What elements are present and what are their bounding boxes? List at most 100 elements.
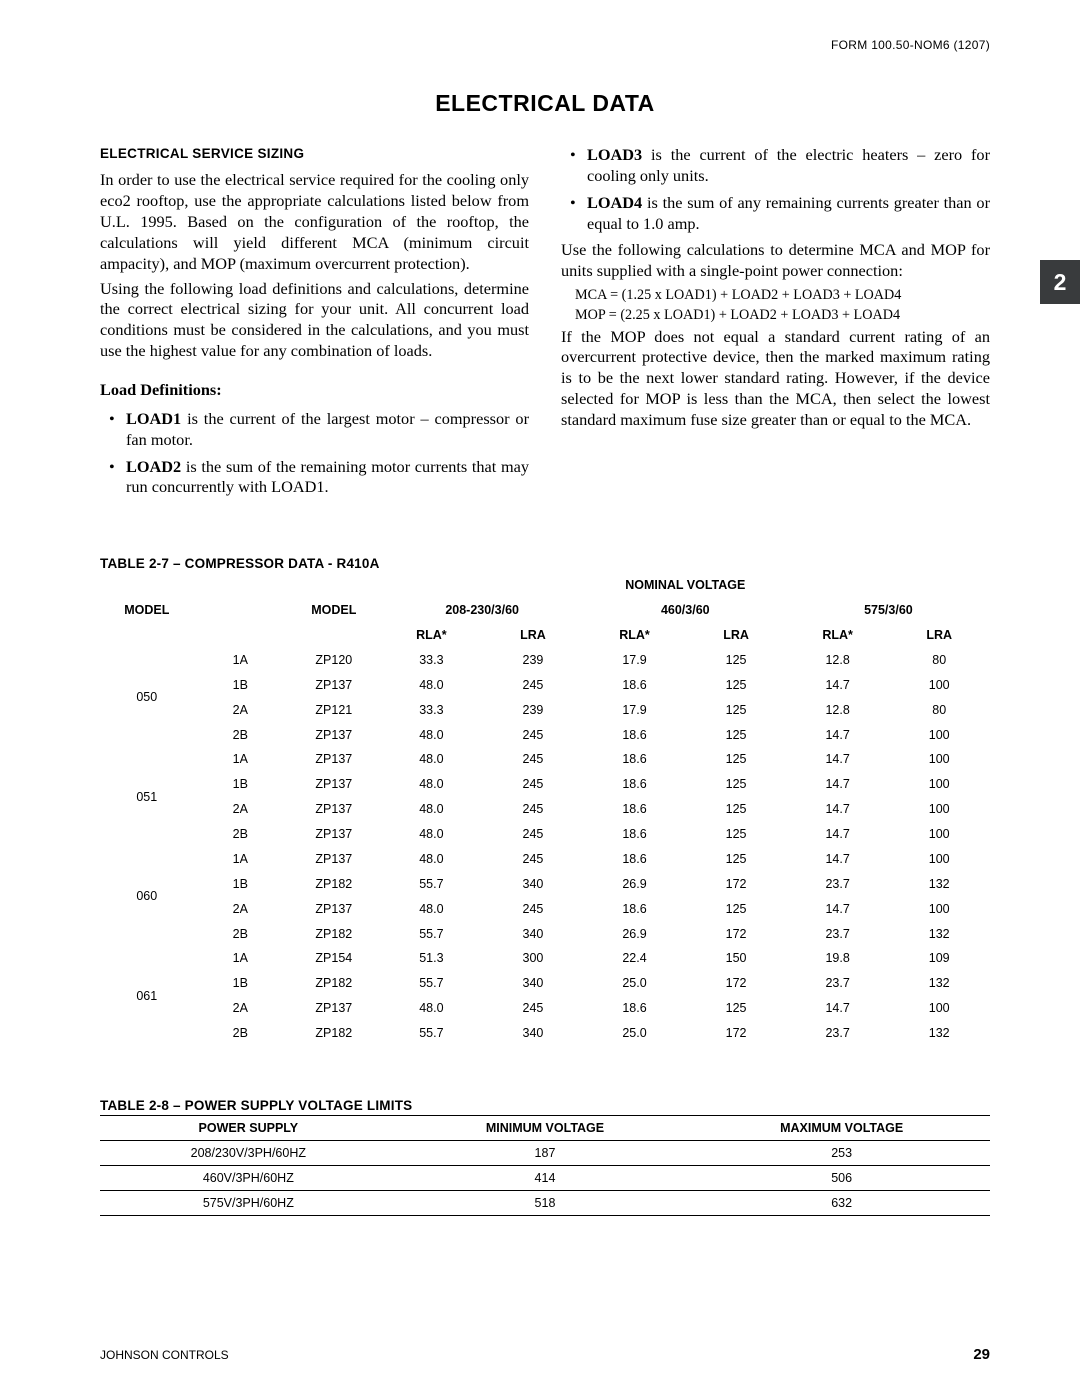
table-cell: 100 xyxy=(888,772,990,797)
table-cell: 14.7 xyxy=(787,897,889,922)
table-cell: 172 xyxy=(685,872,787,897)
table-body: 0501AZP12033.323917.912512.8801BZP13748.… xyxy=(100,648,990,1046)
load-definitions-label: Load Definitions: xyxy=(100,380,529,401)
subhead-electrical-service-sizing: ELECTRICAL SERVICE SIZING xyxy=(100,145,529,162)
table-cell: ZP137 xyxy=(287,772,381,797)
table-cell: 245 xyxy=(482,847,584,872)
table-cell: 132 xyxy=(888,971,990,996)
table-row: 2BZP13748.024518.612514.7100 xyxy=(100,822,990,847)
table-cell: 245 xyxy=(482,797,584,822)
cell-model: 061 xyxy=(100,946,194,1046)
table-cell: 2A xyxy=(194,996,288,1021)
table-row: 575V/3PH/60HZ518632 xyxy=(100,1190,990,1215)
load-definitions-list: LOAD1 is the current of the largest moto… xyxy=(100,409,529,498)
table-cell: 18.6 xyxy=(584,797,686,822)
table-cell: 100 xyxy=(888,723,990,748)
table-cell: 14.7 xyxy=(787,723,889,748)
col-model2: MODEL xyxy=(287,573,381,648)
table-row: 2AZP13748.024518.612514.7100 xyxy=(100,797,990,822)
table-2-8-voltage-limits: POWER SUPPLY MINIMUM VOLTAGE MAXIMUM VOL… xyxy=(100,1115,990,1216)
table-cell: 14.7 xyxy=(787,673,889,698)
load3-text: is the current of the electric heaters –… xyxy=(587,145,990,185)
table-cell: 245 xyxy=(482,723,584,748)
table-cell: 414 xyxy=(397,1165,694,1190)
table-cell: 632 xyxy=(693,1190,990,1215)
table-cell: 55.7 xyxy=(381,922,483,947)
table-cell: 172 xyxy=(685,1021,787,1046)
table-row: 1BZP18255.734025.017223.7132 xyxy=(100,971,990,996)
page-number: 29 xyxy=(973,1346,990,1363)
table-cell: 208/230V/3PH/60HZ xyxy=(100,1140,397,1165)
load4-label: LOAD4 xyxy=(587,193,642,212)
table-row: 0601AZP13748.024518.612514.7100 xyxy=(100,847,990,872)
table-cell: 14.7 xyxy=(787,822,889,847)
table-cell: 12.8 xyxy=(787,698,889,723)
table-cell: 48.0 xyxy=(381,747,483,772)
table-cell: 100 xyxy=(888,847,990,872)
cell-model: 060 xyxy=(100,847,194,947)
table-cell: ZP121 xyxy=(287,698,381,723)
table-cell: 2B xyxy=(194,1021,288,1046)
table-cell: 109 xyxy=(888,946,990,971)
form-id: FORM 100.50-NOM6 (1207) xyxy=(831,38,990,52)
list-item: LOAD1 is the current of the largest moto… xyxy=(126,409,529,451)
section-tab: 2 xyxy=(1040,260,1080,304)
load1-text: is the current of the largest motor – co… xyxy=(126,409,529,449)
col-rla: RLA* xyxy=(584,623,686,648)
table-cell: 14.7 xyxy=(787,772,889,797)
two-column-body: ELECTRICAL SERVICE SIZING In order to us… xyxy=(100,145,990,504)
table-cell: 100 xyxy=(888,797,990,822)
table-cell: 14.7 xyxy=(787,797,889,822)
table-cell: 239 xyxy=(482,698,584,723)
table-cell: 23.7 xyxy=(787,872,889,897)
table-cell: ZP182 xyxy=(287,872,381,897)
table-cell: 125 xyxy=(685,822,787,847)
table-2-7-caption: TABLE 2-7 – COMPRESSOR DATA - R410A xyxy=(100,556,990,571)
load2-text: is the sum of the remaining motor curren… xyxy=(126,457,529,497)
table-cell: 48.0 xyxy=(381,822,483,847)
table-cell: 100 xyxy=(888,996,990,1021)
table-cell: ZP137 xyxy=(287,723,381,748)
table-row: 0611AZP15451.330022.415019.8109 xyxy=(100,946,990,971)
table-cell: 18.6 xyxy=(584,723,686,748)
table-cell: 18.6 xyxy=(584,747,686,772)
table-cell: 172 xyxy=(685,971,787,996)
table-cell: 18.6 xyxy=(584,996,686,1021)
table-cell: 48.0 xyxy=(381,673,483,698)
table-cell: 2A xyxy=(194,797,288,822)
table-cell: 100 xyxy=(888,822,990,847)
table-cell: 100 xyxy=(888,747,990,772)
table-cell: 18.6 xyxy=(584,822,686,847)
table-cell: ZP137 xyxy=(287,847,381,872)
list-item: LOAD2 is the sum of the remaining motor … xyxy=(126,457,529,499)
load-definitions-list-cont: LOAD3 is the current of the electric hea… xyxy=(561,145,990,234)
table-cell: 1B xyxy=(194,872,288,897)
table-cell: 340 xyxy=(482,971,584,996)
table-cell: 80 xyxy=(888,648,990,673)
table-head: POWER SUPPLY MINIMUM VOLTAGE MAXIMUM VOL… xyxy=(100,1115,990,1140)
page-title: ELECTRICAL DATA xyxy=(100,90,990,117)
table-2-7-compressor-data: MODEL MODEL NOMINAL VOLTAGE 208-230/3/60… xyxy=(100,573,990,1046)
formula-mca: MCA = (1.25 x LOAD1) + LOAD2 + LOAD3 + L… xyxy=(561,286,990,304)
table-row: 2AZP12133.323917.912512.880 xyxy=(100,698,990,723)
col-rla: RLA* xyxy=(787,623,889,648)
col-nominal-voltage: NOMINAL VOLTAGE xyxy=(381,573,990,598)
table-cell: 2B xyxy=(194,822,288,847)
col-lra: LRA xyxy=(685,623,787,648)
table-cell: 80 xyxy=(888,698,990,723)
table-row: 460V/3PH/60HZ414506 xyxy=(100,1165,990,1190)
table-row: 1BZP13748.024518.612514.7100 xyxy=(100,673,990,698)
table-body: 208/230V/3PH/60HZ187253460V/3PH/60HZ4145… xyxy=(100,1140,990,1215)
table-cell: 506 xyxy=(693,1165,990,1190)
table-cell: 245 xyxy=(482,772,584,797)
table-cell: 100 xyxy=(888,897,990,922)
table-cell: 340 xyxy=(482,922,584,947)
table-cell: 518 xyxy=(397,1190,694,1215)
table-row: 208/230V/3PH/60HZ187253 xyxy=(100,1140,990,1165)
table-cell: 2A xyxy=(194,698,288,723)
table-cell: 1A xyxy=(194,946,288,971)
table-cell: ZP182 xyxy=(287,1021,381,1046)
table-cell: 55.7 xyxy=(381,1021,483,1046)
load3-label: LOAD3 xyxy=(587,145,642,164)
table-cell: ZP137 xyxy=(287,996,381,1021)
